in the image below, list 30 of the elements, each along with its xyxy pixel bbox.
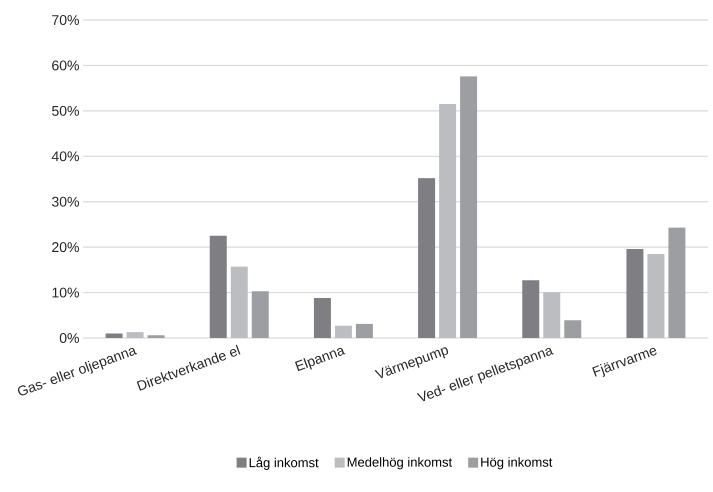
bar	[314, 298, 331, 338]
y-tick-label: 10%	[52, 288, 79, 298]
bar	[439, 104, 456, 338]
bar	[668, 228, 686, 338]
y-tick-label: 50%	[52, 106, 79, 116]
y-tick-label: 40%	[52, 151, 79, 162]
bar	[334, 326, 352, 338]
bar	[418, 178, 436, 338]
legend-label: Låg inkomst	[250, 456, 319, 470]
y-tick-label: 0%	[60, 333, 79, 343]
bar	[626, 248, 644, 338]
bar	[252, 291, 269, 338]
bar	[564, 320, 582, 338]
bar	[210, 236, 227, 338]
bar	[522, 280, 540, 338]
y-tick-label: 20%	[52, 242, 79, 252]
y-tick-label: 30%	[52, 196, 79, 207]
y-tick-label: 60%	[52, 60, 79, 70]
bar	[356, 324, 373, 338]
x-tick-label: Elpanna	[294, 348, 346, 372]
bar	[543, 292, 560, 338]
y-tick-label: 70%	[52, 15, 79, 25]
legend-label: Hög inkomst	[481, 457, 552, 470]
legend-label: Medelhög inkomst	[348, 457, 452, 470]
bar	[460, 76, 478, 338]
bar	[647, 254, 664, 338]
bar	[230, 266, 248, 338]
bar	[106, 333, 123, 338]
bar	[148, 335, 165, 338]
bar	[126, 332, 144, 338]
